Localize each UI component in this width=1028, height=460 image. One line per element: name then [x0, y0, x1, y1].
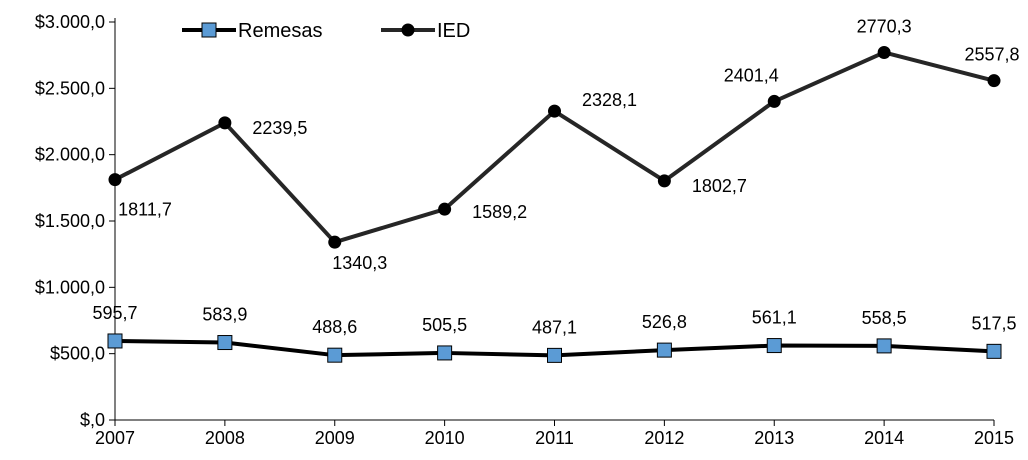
x-tick-label: 2007	[95, 428, 135, 448]
marker-remesas-2011	[547, 347, 562, 363]
data-label-remesas-2014: 558,5	[862, 308, 907, 328]
data-label-ied-2008: 2239,5	[252, 118, 307, 138]
y-tick-label: $500,0	[50, 344, 105, 364]
data-label-ied-2007: 1811,7	[118, 200, 172, 220]
y-tick-label: $2.000,0	[35, 145, 105, 165]
y-tick-label: $1.000,0	[35, 277, 105, 297]
marker-ied-2007	[108, 173, 122, 187]
marker-remesas-2009	[327, 347, 343, 363]
x-tick-label: 2009	[315, 428, 355, 448]
legend-marker-ied	[401, 23, 415, 37]
marker-remesas-2012	[656, 342, 672, 358]
x-tick-label: 2012	[644, 428, 684, 448]
marker-ied-2015	[987, 74, 1001, 88]
x-tick-label: 2015	[974, 428, 1014, 448]
x-tick-label: 2010	[425, 428, 465, 448]
data-label-ied-2009: 1340,3	[332, 253, 387, 273]
y-tick-label: $1.500,0	[35, 211, 105, 231]
chart-data-labels: 595,7 583,9 488,6 505,5 487,1 526,8 561,1 558,5…	[92, 16, 1019, 337]
marker-remesas-2007	[107, 333, 123, 349]
marker-ied-2014	[877, 45, 891, 59]
y-tick-label: $2.500,0	[35, 78, 105, 98]
data-label-ied-2015: 2557,8	[964, 45, 1019, 65]
data-label-ied-2013: 2401,4	[724, 65, 779, 85]
x-tick-label: 2011	[535, 428, 574, 448]
chart-markers	[107, 45, 1002, 363]
x-tick-label: 2008	[205, 428, 245, 448]
data-label-remesas-2012: 526,8	[642, 312, 687, 332]
data-label-remesas-2007: 595,7	[92, 303, 137, 323]
marker-remesas-2015	[986, 343, 1002, 359]
series-line-ied	[114, 50, 995, 245]
marker-ied-2008	[218, 116, 232, 130]
legend-label-remesas: Remesas	[238, 20, 322, 42]
marker-remesas-2008	[217, 335, 233, 351]
data-label-ied-2011: 2328,1	[582, 90, 637, 110]
marker-remesas-2013	[766, 338, 782, 354]
data-label-remesas-2015: 517,5	[971, 313, 1016, 333]
y-tick-label: $,0	[80, 410, 105, 430]
marker-ied-2011	[548, 104, 561, 118]
marker-ied-2009	[328, 235, 342, 249]
data-label-ied-2012: 1802,7	[692, 176, 747, 196]
legend-marker-remesas	[201, 22, 217, 38]
data-label-ied-2010: 1589,2	[472, 202, 527, 222]
x-tick-label: 2014	[864, 428, 904, 448]
data-label-remesas-2011: 487,1	[532, 317, 577, 337]
y-tick-label: $3.000,0	[35, 12, 105, 32]
data-label-ied-2014: 2770,3	[857, 16, 912, 36]
chart-axes: $,0 $500,0 $1.000,0 $1.500,0 $2.000,0 $2.500,…	[35, 12, 1014, 448]
x-tick-label: 2013	[754, 428, 794, 448]
marker-remesas-2014	[876, 338, 892, 354]
data-label-remesas-2010: 505,5	[422, 315, 467, 335]
data-label-remesas-2013: 561,1	[752, 308, 797, 328]
legend-label-ied: IED	[437, 20, 470, 42]
data-label-remesas-2008: 583,9	[202, 305, 247, 325]
marker-remesas-2010	[437, 345, 453, 361]
marker-ied-2013	[767, 94, 781, 108]
marker-ied-2010	[438, 202, 452, 216]
data-label-remesas-2009: 488,6	[312, 317, 357, 337]
marker-ied-2012	[657, 174, 671, 188]
chart-legend: Remesas IED	[182, 20, 470, 42]
